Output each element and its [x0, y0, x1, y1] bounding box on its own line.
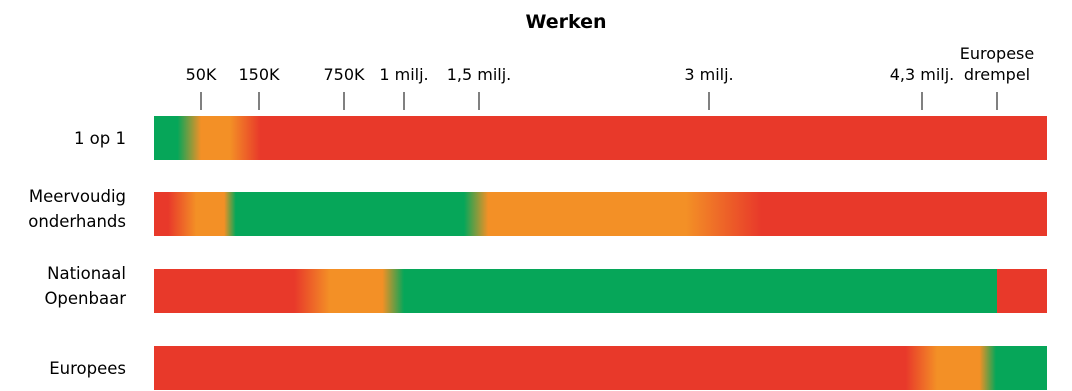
chart-title: Werken	[525, 11, 606, 33]
tick-label: 3 milj.	[684, 65, 733, 84]
tick-label: 50K	[186, 65, 217, 84]
threshold-bar	[154, 346, 1047, 390]
threshold-rows: 1 op 1 Meervoudig onderhands Nationaal Openb…	[28, 116, 1047, 390]
x-axis-ticks: 50K 150K 750K 1 milj. 1,5 milj. 3 milj. 4,3 mi…	[186, 44, 1034, 110]
threshold-bar	[154, 269, 1047, 313]
threshold-bar	[154, 192, 1047, 236]
threshold-bar	[154, 116, 1047, 160]
tick-label: 1,5 milj.	[447, 65, 512, 84]
row-label: Europees	[49, 359, 126, 378]
row-label: Meervoudig onderhands	[28, 187, 126, 231]
tick-label: 750K	[323, 65, 365, 84]
tick-label: 1 milj.	[379, 65, 428, 84]
row-label: Nationaal Openbaar	[44, 264, 126, 308]
row-label: 1 op 1	[74, 129, 126, 148]
tick-label: Europese drempel	[960, 44, 1034, 84]
tick-label: 150K	[238, 65, 280, 84]
tick-label: 4,3 milj.	[890, 65, 955, 84]
